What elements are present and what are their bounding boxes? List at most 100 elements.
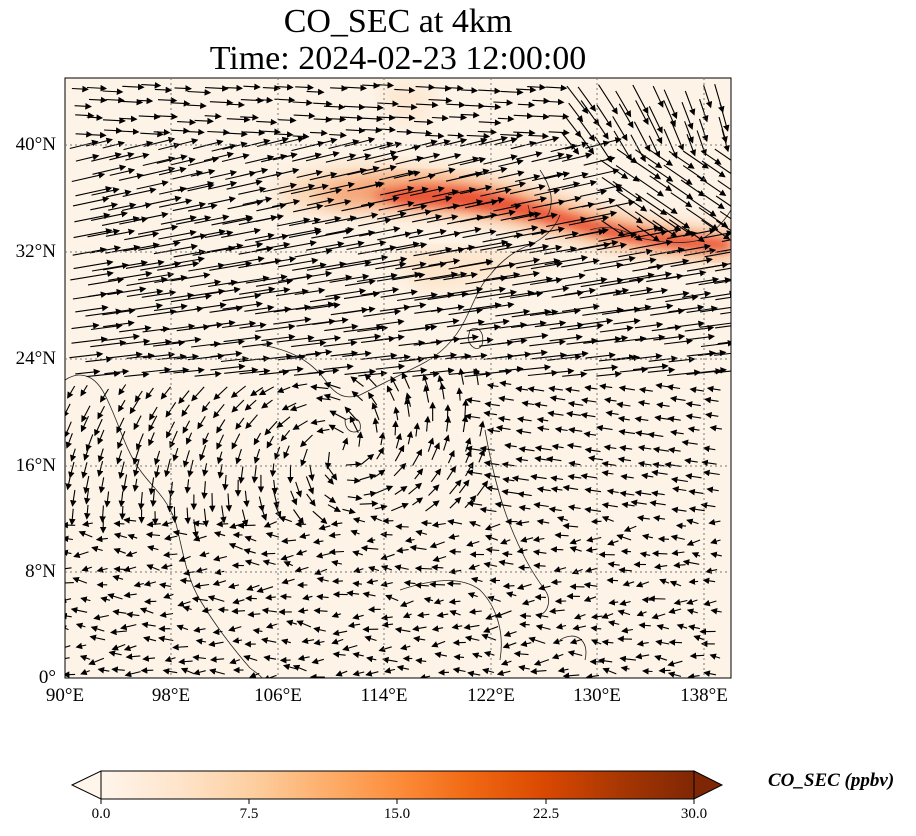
wind-arrow bbox=[119, 128, 140, 136]
wind-arrow bbox=[443, 271, 478, 281]
wind-arrow bbox=[256, 136, 289, 148]
wind-arrow bbox=[675, 522, 687, 530]
wind-arrow bbox=[170, 100, 191, 107]
wind-arrow bbox=[307, 367, 340, 375]
wind-arrow bbox=[119, 505, 126, 520]
wind-arrow bbox=[458, 168, 490, 178]
wind-arrow bbox=[289, 217, 321, 227]
wind-arrow bbox=[657, 535, 670, 543]
wind-arrow bbox=[376, 211, 407, 220]
wind-arrow bbox=[240, 114, 259, 121]
wind-arrow bbox=[633, 121, 651, 152]
wind-arrow bbox=[154, 303, 188, 312]
wind-arrow bbox=[480, 368, 513, 375]
wind-arrow bbox=[517, 101, 536, 109]
wind-arrow bbox=[413, 195, 453, 207]
wind-arrow bbox=[100, 388, 109, 403]
wind-arrow bbox=[148, 415, 158, 432]
lon-tick-label: 114°E bbox=[360, 685, 408, 706]
wind-arrow bbox=[273, 316, 312, 325]
wind-arrow bbox=[259, 368, 290, 376]
wind-arrow bbox=[360, 195, 400, 207]
wind-arrow bbox=[272, 198, 301, 208]
wind-arrow bbox=[292, 262, 327, 271]
wind-arrow bbox=[447, 132, 465, 139]
wind-arrow bbox=[201, 401, 211, 413]
wind-arrow bbox=[616, 304, 652, 313]
wind-arrow bbox=[323, 381, 341, 389]
wind-arrow bbox=[240, 97, 264, 104]
wind-arrow bbox=[258, 286, 291, 295]
wind-arrow bbox=[102, 140, 125, 149]
wind-arrow bbox=[347, 212, 379, 222]
wind-arrow bbox=[413, 118, 434, 126]
wind-arrow bbox=[142, 325, 170, 333]
wind-arrow bbox=[361, 286, 400, 296]
wind-arrow bbox=[75, 112, 95, 119]
wind-arrow bbox=[126, 276, 168, 287]
wind-arrow bbox=[428, 85, 452, 92]
wind-arrow bbox=[375, 261, 407, 270]
wind-arrow bbox=[225, 241, 264, 252]
wind-arrow bbox=[682, 150, 709, 169]
wind-arrow bbox=[548, 129, 570, 136]
wind-arrow bbox=[445, 171, 483, 182]
wind-arrow bbox=[308, 302, 341, 310]
wind-arrow bbox=[259, 353, 293, 361]
wind-arrow bbox=[310, 418, 326, 426]
wind-arrow bbox=[364, 150, 398, 161]
wind-arrow bbox=[632, 263, 664, 272]
wind-arrow bbox=[160, 323, 196, 331]
wind-arrow bbox=[245, 274, 288, 284]
wind-arrow bbox=[545, 230, 579, 240]
wind-arrow bbox=[192, 228, 226, 238]
wind-arrow bbox=[235, 417, 245, 430]
wind-arrow bbox=[293, 112, 316, 120]
wind-arrow bbox=[329, 273, 370, 283]
wind-arrow bbox=[686, 350, 716, 357]
wind-arrow bbox=[277, 354, 306, 361]
wind-arrow bbox=[90, 210, 128, 221]
wind-arrow bbox=[648, 105, 663, 134]
wind-arrow bbox=[222, 141, 248, 150]
wind-arrow bbox=[599, 255, 636, 265]
wind-arrow bbox=[160, 386, 172, 400]
wind-arrow bbox=[191, 288, 226, 297]
wind-arrow bbox=[364, 256, 408, 267]
wind-arrow bbox=[614, 335, 647, 343]
wind-arrow bbox=[108, 202, 137, 211]
wind-arrow bbox=[686, 207, 719, 231]
wind-arrow bbox=[97, 405, 105, 420]
wind-arrow bbox=[143, 136, 176, 147]
wind-arrow bbox=[74, 212, 111, 223]
wind-arrow bbox=[102, 88, 124, 96]
wind-arrow bbox=[80, 415, 89, 433]
wind-arrow bbox=[686, 195, 717, 217]
wind-arrow bbox=[279, 227, 322, 238]
wind-arrow bbox=[714, 148, 731, 161]
wind-arrow bbox=[207, 196, 236, 205]
wind-arrow bbox=[703, 85, 713, 109]
wind-arrow bbox=[170, 157, 196, 166]
wind-arrow bbox=[649, 226, 682, 236]
wind-arrow bbox=[445, 353, 472, 360]
wind-arrow bbox=[663, 269, 707, 280]
wind-arrow bbox=[700, 263, 731, 270]
wind-arrow bbox=[357, 325, 389, 333]
wind-arrow bbox=[704, 396, 719, 404]
wind-arrow bbox=[516, 416, 532, 423]
wind-arrow bbox=[398, 339, 426, 347]
wind-arrow bbox=[426, 139, 451, 148]
lat-tick-label: 24°N bbox=[15, 348, 56, 369]
wind-arrow bbox=[172, 256, 205, 265]
wind-arrow bbox=[648, 258, 690, 269]
wind-arrow bbox=[670, 256, 713, 267]
wind-arrow bbox=[359, 226, 401, 237]
wind-arrow bbox=[448, 548, 461, 555]
wind-arrow bbox=[325, 288, 367, 298]
wind-arrow bbox=[90, 322, 123, 331]
wind-arrow bbox=[330, 350, 359, 357]
wind-arrow bbox=[126, 352, 155, 360]
wind-arrow bbox=[288, 229, 322, 238]
wind-arrow bbox=[598, 137, 622, 146]
